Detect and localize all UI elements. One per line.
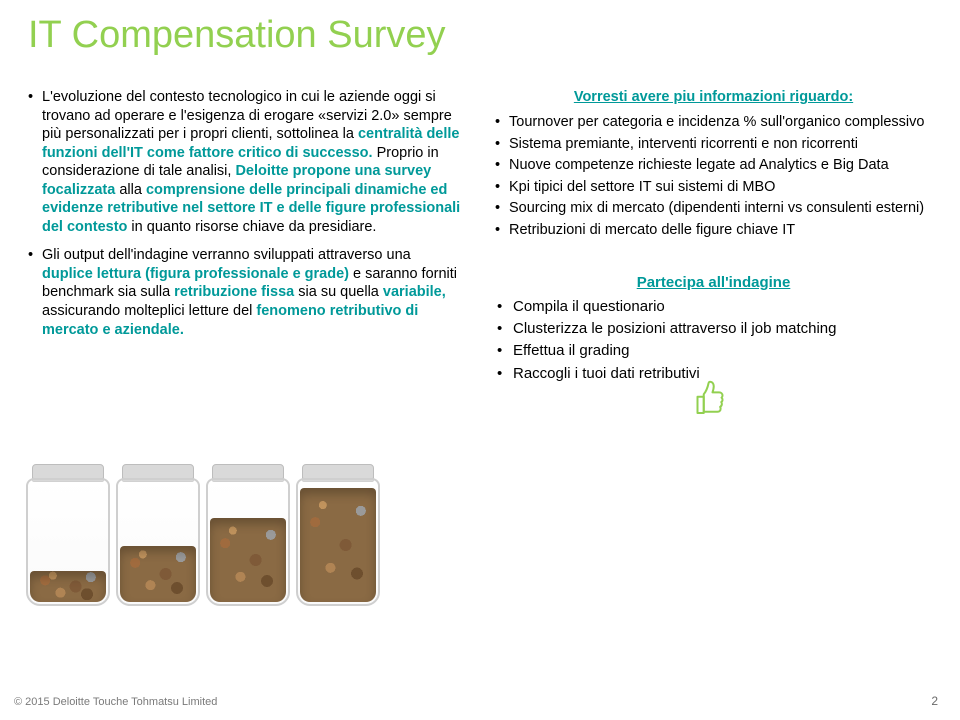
- info-box-item: Sourcing mix di mercato (dipendenti inte…: [495, 199, 932, 218]
- cta-block: Partecipa all'indagine Compila il questi…: [495, 274, 932, 384]
- text-run: sia su quella: [294, 284, 383, 300]
- coin-jar: [206, 478, 290, 606]
- cta-item: Effettua il grading: [495, 341, 932, 361]
- page-title: IT Compensation Survey: [28, 14, 446, 57]
- coin-jar: [296, 478, 380, 606]
- jar-fill: [30, 571, 106, 602]
- info-box-item: Kpi tipici del settore IT sui sistemi di…: [495, 178, 932, 197]
- text-run: Gli output dell'indagine verranno svilup…: [42, 247, 411, 263]
- text-run: in quanto risorse chiave da presidiare.: [127, 219, 376, 235]
- jar-body: [116, 478, 200, 606]
- cta-list: Compila il questionarioClusterizza le po…: [495, 297, 932, 384]
- cta-item: Clusterizza le posizioni attraverso il j…: [495, 319, 932, 339]
- jar-body: [296, 478, 380, 606]
- left-column: L'evoluzione del contesto tecnologico in…: [28, 88, 465, 386]
- highlight-run: duplice lettura (figura professionale e …: [42, 266, 349, 282]
- highlight-run: variabile,: [383, 284, 446, 300]
- info-box-item: Sistema premiante, interventi ricorrenti…: [495, 135, 932, 154]
- info-box-list: Tournover per categoria e incidenza % su…: [495, 113, 932, 240]
- highlight-run: retribuzione fissa: [174, 284, 294, 300]
- left-bullets: L'evoluzione del contesto tecnologico in…: [28, 88, 465, 339]
- jar-fill: [210, 518, 286, 602]
- jar-fill: [300, 488, 376, 602]
- info-box-item: Tournover per categoria e incidenza % su…: [495, 113, 932, 132]
- info-box-item: Retribuzioni di mercato delle figure chi…: [495, 221, 932, 240]
- coin-jar: [116, 478, 200, 606]
- jar-fill: [120, 546, 196, 602]
- info-box-title: Vorresti avere piu informazioni riguardo…: [495, 88, 932, 107]
- cta-item: Compila il questionario: [495, 297, 932, 317]
- right-column: Vorresti avere piu informazioni riguardo…: [495, 88, 932, 386]
- content-columns: L'evoluzione del contesto tecnologico in…: [28, 88, 932, 386]
- coin-jar: [26, 478, 110, 606]
- jar-body: [26, 478, 110, 606]
- cta-title: Partecipa all'indagine: [495, 274, 932, 291]
- left-bullet: Gli output dell'indagine verranno svilup…: [28, 246, 465, 339]
- left-bullet: L'evoluzione del contesto tecnologico in…: [28, 88, 465, 236]
- info-box-item: Nuove competenze richieste legate ad Ana…: [495, 156, 932, 175]
- jar-body: [206, 478, 290, 606]
- text-run: alla: [115, 182, 146, 198]
- thumbs-up-icon: [690, 378, 730, 423]
- page-number: 2: [931, 694, 938, 708]
- text-run: assicurando molteplici letture del: [42, 303, 256, 319]
- coin-jars-illustration: [26, 478, 380, 606]
- footer-copyright: © 2015 Deloitte Touche Tohmatsu Limited: [14, 696, 217, 708]
- info-box: Vorresti avere piu informazioni riguardo…: [495, 88, 932, 240]
